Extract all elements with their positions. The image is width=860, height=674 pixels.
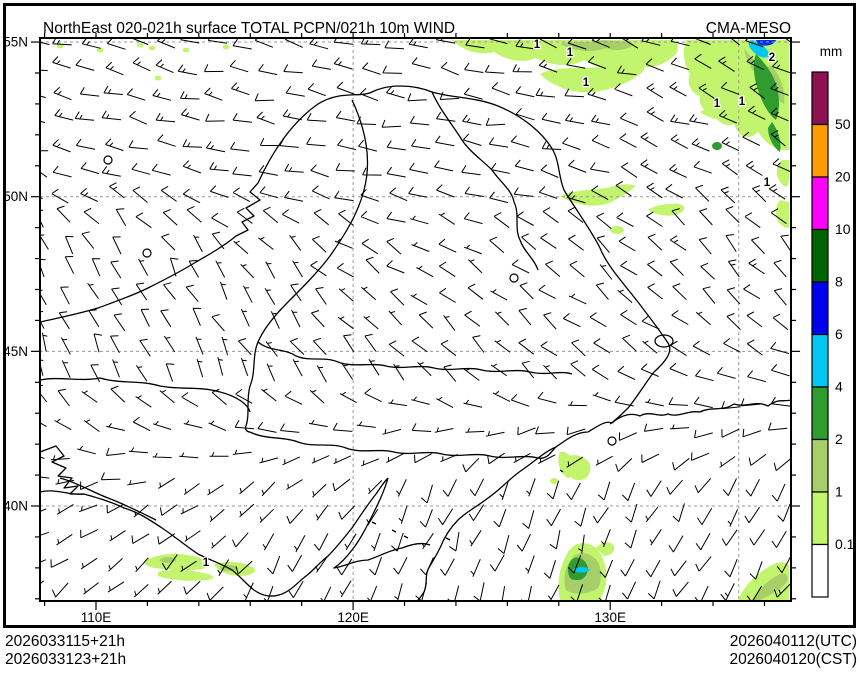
calm-circle [103, 155, 113, 165]
axis-ticks [31, 33, 800, 610]
precip-patch [753, 54, 779, 120]
init-time-cst-label: 2026033123+21h [5, 651, 127, 668]
precip-patch [748, 40, 770, 58]
precip-patch [610, 226, 624, 234]
valid-time-utc-label: 2026040112(UTC) [729, 633, 857, 650]
colorbar-label: 4 [835, 379, 843, 395]
colorbar-label: 10 [835, 221, 851, 237]
precip-speck [222, 44, 230, 50]
colorbar-box [811, 123, 829, 178]
colorbar-box [811, 491, 829, 546]
wind-barbs [40, 38, 791, 601]
contour-label: 1 [203, 557, 210, 569]
precip-speck [154, 75, 162, 81]
chart-title: NorthEast 020-021h surface TOTAL PCPN/02… [43, 20, 456, 37]
colorbar-label: 1 [835, 484, 843, 500]
colorbar-box [811, 176, 829, 231]
colorbar-label: 2 [835, 431, 843, 447]
colorbar-box [811, 386, 829, 441]
contour-labels: 1 1 2 1 1 1 1 1 [202, 38, 777, 570]
y-tick-label: 50N [3, 189, 28, 204]
precip-speck [136, 42, 144, 48]
calm-circle [607, 436, 617, 446]
contour-label: 1 [583, 77, 590, 89]
precip-speck [182, 47, 190, 53]
colorbar-box [811, 333, 829, 388]
precip-patch [756, 40, 776, 46]
x-tick-label: 110E [81, 610, 112, 625]
x-tick-label: 120E [337, 610, 369, 625]
precip-patch [158, 569, 214, 581]
precip-patch [560, 184, 636, 206]
colorbar-label: 20 [835, 169, 851, 185]
contour-label: 1 [764, 177, 771, 189]
x-tick-label: 130E [594, 610, 626, 625]
colorbar-label: 6 [835, 326, 843, 342]
precip-patch [752, 573, 788, 600]
precip-patch [596, 542, 615, 556]
calm-wind-circles [103, 155, 617, 446]
model-name-label: CMA-MESO [705, 20, 791, 37]
precip-patch [144, 553, 209, 571]
y-tick-label: 55N [3, 35, 28, 50]
calm-circle [142, 248, 152, 258]
outer-border [3, 3, 856, 628]
precip-patch [648, 203, 685, 216]
map-borders [40, 85, 791, 601]
colorbar-box [811, 543, 829, 598]
colorbar-box [811, 228, 829, 283]
colorbar-box [811, 438, 829, 493]
precip-patch [560, 40, 634, 51]
map-area: 1 1 2 1 1 1 1 1 [40, 38, 791, 601]
precip-patch [572, 567, 590, 573]
map-frame [39, 37, 792, 602]
valid-time-cst-label: 2026040120(CST) [729, 651, 857, 668]
init-time-utc-label: 2026033115+21h [5, 633, 125, 650]
contour-label: 1 [534, 39, 541, 51]
y-tick-label: 40N [3, 499, 28, 514]
colorbar-label: 0.1 [835, 536, 855, 552]
colorbar-label: 8 [835, 274, 843, 290]
contour-label: 1 [567, 47, 574, 59]
contour-label: 2 [769, 52, 775, 64]
y-tick-label: 45N [3, 344, 28, 359]
calm-circle [509, 273, 519, 283]
colorbar-label: 50 [835, 116, 851, 132]
precip-patch [775, 200, 789, 228]
colorbar: 50 20 10 8 6 4 2 1 0.1 [811, 71, 855, 598]
precip-patch [550, 478, 558, 484]
precip-patch [712, 142, 722, 150]
precip-speck [148, 45, 156, 51]
precip-patch [540, 63, 645, 93]
contour-label: 1 [739, 96, 746, 108]
precip-speck [56, 43, 64, 49]
colorbar-box [811, 281, 829, 336]
contour-label: 1 [714, 98, 721, 110]
colorbar-units-label: mm [819, 44, 843, 59]
precip-speck [96, 47, 104, 53]
colorbar-box [811, 71, 829, 126]
